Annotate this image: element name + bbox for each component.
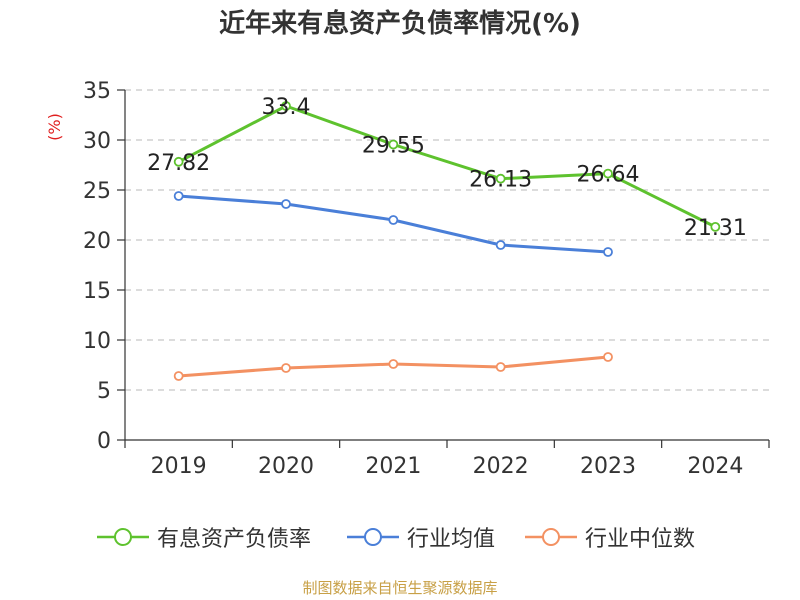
legend-marker-orange	[525, 528, 577, 546]
y-tick-label: 10	[83, 329, 111, 354]
legend-label: 行业中位数	[585, 527, 696, 552]
data-point	[495, 240, 506, 250]
data-point	[603, 352, 613, 362]
data-label: 29.55	[362, 134, 425, 159]
data-point	[173, 191, 184, 201]
data-label: 26.64	[577, 163, 640, 188]
data-point	[388, 139, 399, 150]
y-tick-label: 30	[83, 129, 111, 154]
y-tick-label: 15	[83, 279, 111, 304]
legend-item-industry-median[interactable]: 行业中位数	[525, 520, 695, 554]
data-point	[173, 156, 184, 167]
y-tick-label: 25	[83, 179, 111, 204]
legend-label: 有息资产负债率	[157, 527, 312, 552]
legend-label: 行业均值	[407, 527, 496, 552]
y-tick-label: 20	[83, 229, 111, 254]
chart-title: 近年来有息资产负债率情况(%)	[219, 9, 581, 39]
x-tick-label: 2024	[687, 454, 743, 479]
data-point	[710, 221, 721, 232]
data-point	[173, 371, 184, 381]
y-tick-label: 5	[97, 379, 111, 404]
x-tick-label: 2020	[258, 454, 314, 479]
series-line-0	[177, 104, 717, 229]
data-point	[281, 101, 291, 111]
x-tick-label: 2019	[151, 454, 207, 479]
data-point	[281, 199, 291, 209]
x-tick-label: 2021	[365, 454, 421, 479]
source-note: 制图数据来自恒生聚源数据库	[302, 579, 498, 597]
x-tick-label: 2023	[580, 454, 636, 479]
data-label: 27.82	[147, 151, 210, 176]
data-point	[281, 363, 291, 373]
legend-marker-green	[97, 528, 149, 546]
data-point	[388, 215, 399, 225]
y-tick-label: 0	[97, 429, 111, 454]
legend-marker-blue	[347, 528, 399, 546]
data-point	[495, 362, 506, 372]
data-point	[495, 173, 506, 184]
data-point	[388, 359, 399, 369]
y-tick-label: 35	[83, 79, 111, 104]
data-label: 33.4	[262, 95, 311, 120]
y-axis-label: (%)	[45, 113, 64, 141]
legend-item-interest-debt-ratio[interactable]: 有息资产负债率	[97, 520, 311, 554]
data-label: 21.31	[684, 216, 747, 241]
data-point	[603, 168, 613, 179]
data-point	[603, 247, 613, 257]
data-label: 26.13	[469, 168, 532, 193]
legend-item-industry-mean[interactable]: 行业均值	[347, 520, 495, 554]
x-tick-label: 2022	[473, 454, 529, 479]
